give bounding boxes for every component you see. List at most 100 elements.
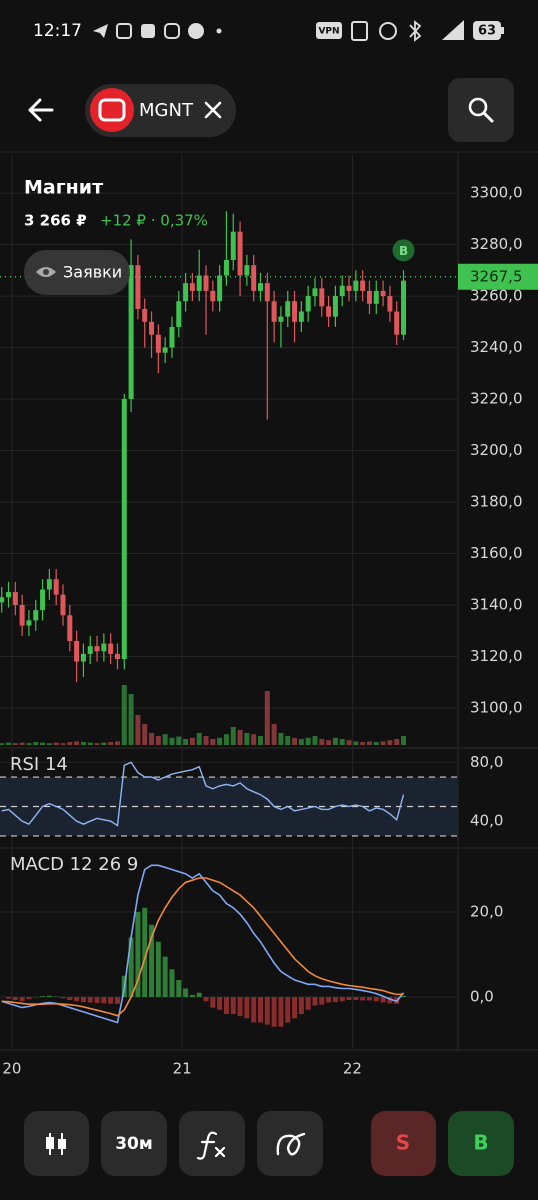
- volume-bar: [101, 742, 107, 745]
- search-button[interactable]: [448, 78, 514, 142]
- chart-area: 20 21 22 3300,0 3280,0 3260,0 3240,0 3220,0 3200…: [0, 152, 538, 1078]
- macd-histogram-bar: [135, 912, 141, 998]
- macd-histogram-bar: [292, 997, 298, 1019]
- y-tick-label: 20,0: [470, 903, 503, 921]
- candle-body: [210, 290, 216, 302]
- y-tick-label: 3100,0: [470, 698, 523, 716]
- candle-body: [6, 592, 12, 598]
- macd-histogram-bar: [12, 997, 18, 1000]
- candle-body: [149, 321, 155, 335]
- macd-histogram-bar: [312, 997, 318, 1006]
- candle-body: [114, 653, 120, 660]
- volume-bar: [305, 737, 311, 745]
- volume-bar: [149, 733, 155, 745]
- x-tick-label: 20: [2, 1060, 21, 1078]
- volume-bar: [12, 743, 18, 745]
- y-tick-label: 3220,0: [470, 390, 523, 408]
- back-button[interactable]: [28, 98, 54, 122]
- search-icon: [468, 97, 488, 117]
- macd-histogram-bar: [366, 997, 372, 1001]
- macd-histogram-bar: [264, 997, 270, 1025]
- macd-histogram-bar: [237, 997, 243, 1017]
- buy-label: B: [473, 1131, 488, 1155]
- candle-body: [223, 260, 229, 276]
- volume-bar: [380, 741, 386, 745]
- candle-body: [373, 290, 379, 304]
- volume-bar: [196, 733, 202, 745]
- macd-histogram-bar: [155, 941, 161, 998]
- candle-body: [12, 592, 18, 605]
- volume-bar: [319, 739, 325, 745]
- candle-body: [257, 283, 263, 291]
- macd-histogram-bar: [149, 924, 155, 998]
- macd-histogram-bar: [108, 997, 114, 1004]
- macd-histogram-bar: [360, 997, 366, 1001]
- function-icon: [196, 1131, 226, 1160]
- candle-body: [67, 615, 73, 642]
- candle-body: [319, 288, 325, 307]
- volume-bar: [26, 743, 32, 745]
- volume-bar: [366, 741, 372, 745]
- y-tick-label: 3280,0: [470, 235, 523, 253]
- macd-histogram-bar: [6, 997, 12, 999]
- volume-bar: [339, 739, 345, 745]
- volume-bar: [292, 737, 298, 745]
- candle-body: [94, 646, 100, 652]
- ticker: MGNT: [139, 100, 194, 121]
- volume-bar: [394, 739, 400, 745]
- volume-bar: [189, 737, 195, 745]
- macd-histogram-bar: [203, 997, 209, 1002]
- volume-bar: [80, 742, 86, 745]
- macd-histogram-bar: [46, 995, 52, 998]
- macd-histogram-bar: [210, 997, 216, 1008]
- volume-bar: [33, 742, 39, 745]
- panel-title: MACD 12 26 9: [10, 854, 138, 875]
- macd-histogram-bar: [183, 988, 189, 998]
- candle-body: [285, 301, 291, 317]
- candle-body: [176, 301, 182, 327]
- telegram-icon: [93, 24, 108, 38]
- battery-level: 63: [478, 24, 496, 39]
- macd-line: [1, 877, 404, 1017]
- instrument-name: Магнит: [24, 177, 103, 199]
- candle-body: [332, 296, 338, 317]
- interval-button[interactable]: [101, 1111, 167, 1176]
- trade-marker-label: B: [399, 244, 408, 258]
- x-tick-label: 22: [343, 1060, 362, 1078]
- volume-bar: [373, 742, 379, 745]
- candle-body: [278, 316, 284, 322]
- close-ticker[interactable]: [204, 101, 222, 119]
- macd-histogram-bar: [67, 997, 73, 1000]
- macd-histogram-bar: [19, 997, 25, 1002]
- rsi-band: [0, 777, 458, 836]
- volume-bar: [271, 724, 277, 745]
- app-icon: [116, 23, 132, 39]
- macd-histogram-bar: [223, 997, 229, 1015]
- macd-histogram-bar: [339, 997, 345, 1002]
- sell-button[interactable]: [371, 1111, 436, 1176]
- trade-marker: [392, 239, 415, 262]
- y-tick-label: 3260,0: [470, 287, 523, 305]
- candle-body: [0, 597, 5, 603]
- candle-body: [387, 296, 393, 312]
- volume-bar: [326, 740, 332, 745]
- volume-bar: [285, 736, 291, 745]
- volume-bar: [183, 739, 189, 745]
- candle-body: [33, 610, 39, 621]
- orders-button[interactable]: [24, 250, 130, 295]
- indicators-button[interactable]: [179, 1111, 245, 1176]
- eye-pupil: [43, 269, 49, 275]
- macd-histogram-bar: [26, 997, 32, 1000]
- volume-bar: [53, 742, 59, 745]
- volume-bar: [387, 740, 393, 745]
- volume-bar: [94, 743, 100, 745]
- candle-body: [183, 283, 189, 302]
- volume-bar: [162, 734, 168, 745]
- volume-bar: [60, 743, 66, 745]
- buy-button[interactable]: [448, 1111, 514, 1176]
- chart-type-button[interactable]: [24, 1111, 89, 1176]
- candle-body: [74, 641, 80, 662]
- instrument-price: 3 266 ₽: [24, 212, 87, 230]
- macd-histogram-bar: [230, 997, 236, 1015]
- candle-body: [40, 589, 46, 611]
